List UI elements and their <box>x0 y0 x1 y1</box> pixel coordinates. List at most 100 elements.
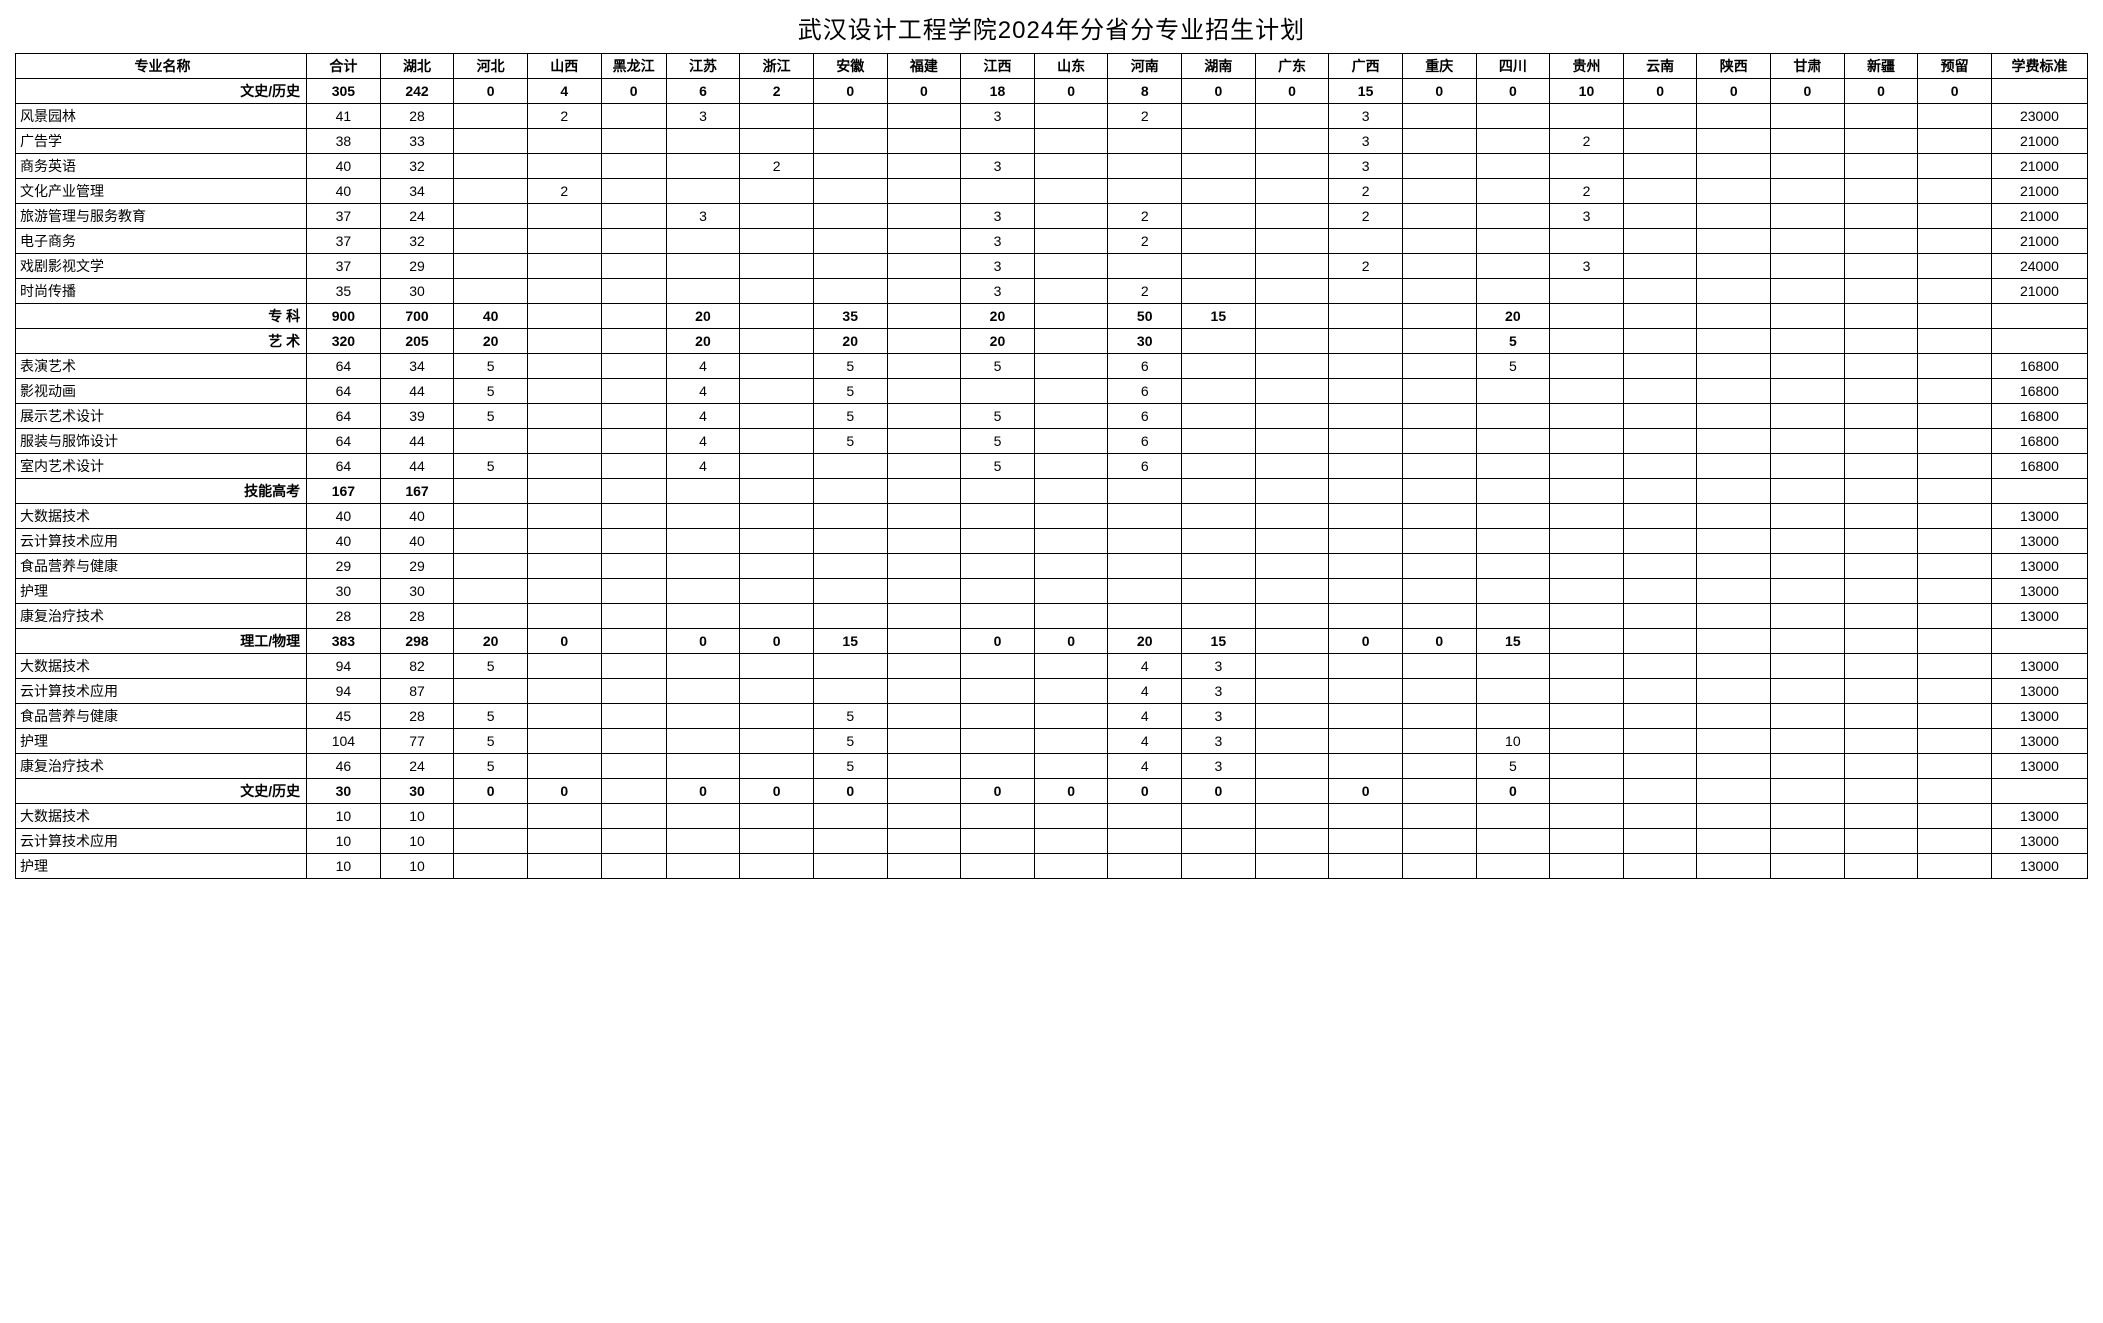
value-cell <box>740 754 814 779</box>
value-cell <box>1402 529 1476 554</box>
value-cell <box>1623 354 1697 379</box>
value-cell <box>1918 604 1992 629</box>
value-cell <box>601 154 666 179</box>
value-cell: 30 <box>307 779 381 804</box>
value-cell <box>1255 329 1329 354</box>
value-cell <box>1329 404 1403 429</box>
value-cell <box>1255 204 1329 229</box>
table-row: 大数据技术948254313000 <box>16 654 2088 679</box>
value-cell: 3 <box>961 204 1035 229</box>
major-cell: 食品营养与健康 <box>16 704 307 729</box>
value-cell: 5 <box>961 429 1035 454</box>
value-cell <box>1918 754 1992 779</box>
value-cell <box>1771 729 1845 754</box>
value-cell <box>1623 754 1697 779</box>
value-cell <box>1550 154 1624 179</box>
value-cell <box>1182 254 1256 279</box>
value-cell: 2 <box>1329 204 1403 229</box>
value-cell <box>1476 579 1550 604</box>
value-cell: 44 <box>380 454 454 479</box>
value-cell <box>740 854 814 879</box>
value-cell <box>1108 504 1182 529</box>
value-cell: 21000 <box>1991 179 2087 204</box>
value-cell <box>1771 104 1845 129</box>
major-cell: 云计算技术应用 <box>16 829 307 854</box>
value-cell: 2 <box>527 104 601 129</box>
col-header: 山西 <box>527 54 601 79</box>
value-cell <box>1771 204 1845 229</box>
col-header: 江西 <box>961 54 1035 79</box>
value-cell <box>1108 479 1182 504</box>
value-cell: 28 <box>380 604 454 629</box>
value-cell <box>740 404 814 429</box>
value-cell: 320 <box>307 329 381 354</box>
value-cell <box>961 679 1035 704</box>
value-cell <box>1697 604 1771 629</box>
value-cell: 5 <box>813 429 887 454</box>
value-cell <box>740 704 814 729</box>
value-cell <box>1918 379 1992 404</box>
value-cell: 16800 <box>1991 429 2087 454</box>
value-cell <box>454 179 528 204</box>
value-cell <box>1034 129 1108 154</box>
table-row: 服装与服饰设计6444455616800 <box>16 429 2088 454</box>
value-cell: 0 <box>666 629 740 654</box>
value-cell: 2 <box>740 79 814 104</box>
value-cell <box>961 379 1035 404</box>
major-cell: 理工/物理 <box>16 629 307 654</box>
value-cell: 24000 <box>1991 254 2087 279</box>
value-cell <box>527 854 601 879</box>
value-cell <box>601 554 666 579</box>
value-cell <box>601 129 666 154</box>
value-cell <box>1697 854 1771 879</box>
value-cell <box>1697 329 1771 354</box>
value-cell <box>454 154 528 179</box>
value-cell <box>1402 379 1476 404</box>
value-cell <box>1182 579 1256 604</box>
value-cell: 28 <box>380 104 454 129</box>
table-row: 影视动画6444545616800 <box>16 379 2088 404</box>
value-cell <box>961 179 1035 204</box>
table-row: 康复治疗技术46245543513000 <box>16 754 2088 779</box>
value-cell <box>961 529 1035 554</box>
value-cell: 20 <box>961 304 1035 329</box>
col-header: 黑龙江 <box>601 54 666 79</box>
value-cell <box>1402 179 1476 204</box>
table-body: 文史/历史305242040620018080015001000000风景园林4… <box>16 79 2088 879</box>
value-cell <box>1771 579 1845 604</box>
col-header: 贵州 <box>1550 54 1624 79</box>
value-cell <box>740 554 814 579</box>
col-header: 江苏 <box>666 54 740 79</box>
value-cell: 20 <box>961 329 1035 354</box>
value-cell <box>813 804 887 829</box>
value-cell <box>1918 654 1992 679</box>
value-cell <box>666 604 740 629</box>
section-row: 专 科90070040203520501520 <box>16 304 2088 329</box>
value-cell <box>1623 104 1697 129</box>
value-cell <box>1697 279 1771 304</box>
major-cell: 商务英语 <box>16 154 307 179</box>
value-cell <box>1918 704 1992 729</box>
col-header: 广东 <box>1255 54 1329 79</box>
value-cell <box>454 229 528 254</box>
value-cell <box>1108 554 1182 579</box>
value-cell <box>454 479 528 504</box>
value-cell: 30 <box>380 279 454 304</box>
value-cell <box>601 679 666 704</box>
value-cell <box>601 229 666 254</box>
value-cell <box>601 429 666 454</box>
value-cell: 0 <box>527 779 601 804</box>
value-cell: 16800 <box>1991 379 2087 404</box>
major-cell: 云计算技术应用 <box>16 529 307 554</box>
value-cell <box>740 254 814 279</box>
value-cell: 4 <box>1108 704 1182 729</box>
value-cell: 0 <box>527 629 601 654</box>
value-cell: 3 <box>1182 754 1256 779</box>
col-header: 湖南 <box>1182 54 1256 79</box>
major-cell: 护理 <box>16 854 307 879</box>
value-cell <box>1182 329 1256 354</box>
value-cell <box>1034 479 1108 504</box>
col-header: 四川 <box>1476 54 1550 79</box>
value-cell <box>601 529 666 554</box>
value-cell <box>527 354 601 379</box>
